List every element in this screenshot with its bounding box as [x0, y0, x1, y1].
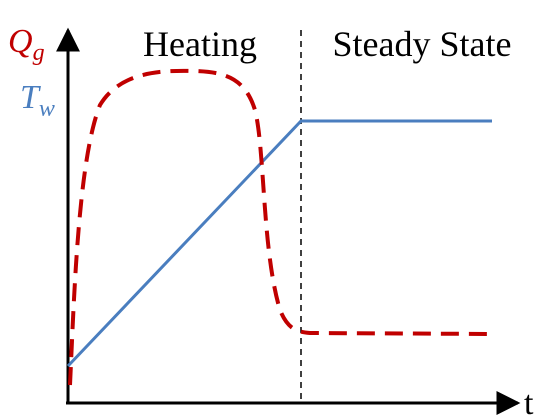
time-axis-label: t — [524, 385, 534, 420]
heat-generation-curve — [68, 68, 496, 386]
t-label: Tw — [20, 79, 55, 122]
heating-label: Heating — [143, 24, 257, 64]
wall-temperature-curve — [66, 119, 492, 368]
steady-state-label: Steady State — [333, 24, 512, 64]
q-label: Qg — [8, 23, 45, 66]
